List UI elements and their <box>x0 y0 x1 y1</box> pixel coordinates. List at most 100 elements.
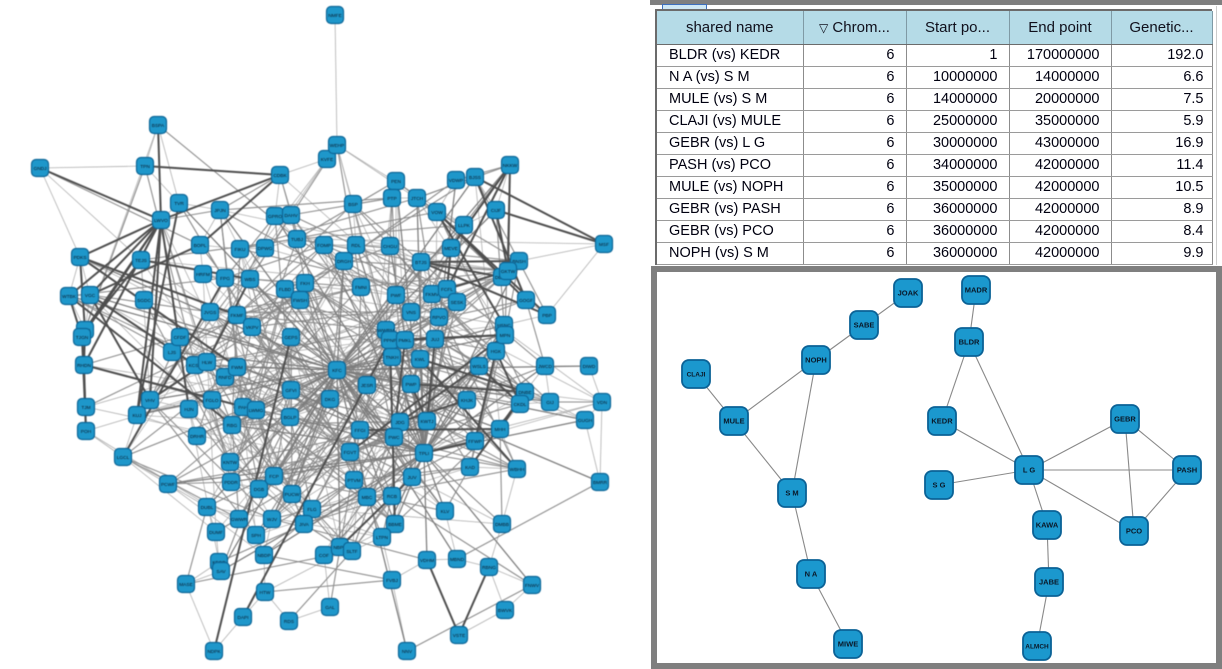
svg-text:KNTW: KNTW <box>223 460 238 466</box>
svg-text:JWCD: JWCD <box>538 364 552 370</box>
svg-text:PBP: PBP <box>542 313 552 319</box>
svg-text:PTVM: PTVM <box>347 478 360 484</box>
svg-text:BMRR: BMRR <box>593 480 608 486</box>
svg-text:VOW: VOW <box>431 210 443 216</box>
svg-text:MPN: MPN <box>500 333 511 339</box>
svg-text:MASE: MASE <box>179 582 193 588</box>
svg-text:VKPV: VKPV <box>246 325 260 331</box>
svg-text:VDHM: VDHM <box>420 558 434 564</box>
svg-text:POH: POH <box>81 429 92 435</box>
svg-text:JABE: JABE <box>1039 578 1059 587</box>
svg-text:CFDF: CFDF <box>174 335 187 341</box>
svg-text:GKTW: GKTW <box>501 269 516 275</box>
svg-text:VHV: VHV <box>145 398 156 404</box>
svg-text:BTJS: BTJS <box>415 260 427 266</box>
svg-text:MBC: MBC <box>362 495 373 501</box>
svg-text:PCWF: PCWF <box>161 482 175 488</box>
svg-text:DPWG: DPWG <box>258 246 273 252</box>
svg-text:PMKL: PMKL <box>398 338 411 344</box>
svg-text:KCST: KCST <box>189 363 202 369</box>
svg-text:NDPK: NDPK <box>207 649 221 655</box>
svg-text:MADR: MADR <box>965 286 988 295</box>
svg-text:RDS: RDS <box>284 619 294 625</box>
svg-text:NOPH: NOPH <box>805 356 827 365</box>
svg-text:RHDN: RHDN <box>77 363 91 369</box>
svg-text:TJM: TJM <box>81 405 90 411</box>
svg-text:GUGH: GUGH <box>578 418 593 424</box>
svg-text:DRHR: DRHR <box>190 434 204 440</box>
svg-text:VDWP: VDWP <box>449 178 463 184</box>
svg-text:FKMV: FKMV <box>425 292 439 298</box>
svg-text:GEBR: GEBR <box>1114 415 1136 424</box>
svg-text:GIJ: GIJ <box>546 400 554 406</box>
svg-text:TUBJ: TUBJ <box>291 237 304 243</box>
svg-text:DIWD: DIWD <box>583 364 596 370</box>
svg-text:DAPI: DAPI <box>237 615 248 621</box>
svg-text:LJS: LJS <box>168 350 176 356</box>
svg-text:PWF: PWF <box>391 293 402 299</box>
svg-text:KWL: KWL <box>415 357 426 363</box>
svg-text:TPLI: TPLI <box>419 451 429 457</box>
svg-text:WBS: WBS <box>245 277 256 283</box>
svg-text:JTCH: JTCH <box>411 196 424 202</box>
svg-text:JPJN: JPJN <box>214 208 226 214</box>
svg-text:RBG: RBG <box>227 423 238 429</box>
svg-text:BBME: BBME <box>388 522 402 528</box>
svg-text:COF: COF <box>319 553 329 559</box>
svg-text:TJGN: TJGN <box>76 335 89 341</box>
svg-text:LTPN: LTPN <box>376 535 388 541</box>
svg-text:FIKU: FIKU <box>235 247 246 253</box>
svg-text:PWP: PWP <box>406 382 417 388</box>
svg-text:JIVA: JIVA <box>299 522 310 528</box>
svg-text:WJV: WJV <box>267 517 278 523</box>
svg-text:FVBJ: FVBJ <box>386 578 398 584</box>
svg-text:BOPL: BOPL <box>194 243 207 249</box>
svg-text:MIWE: MIWE <box>838 640 858 649</box>
svg-text:DGB: DGB <box>254 487 264 493</box>
svg-text:RBNG: RBNG <box>482 565 496 571</box>
svg-text:KAD: KAD <box>465 465 475 471</box>
svg-text:RCB: RCB <box>387 494 397 500</box>
svg-text:GOGF: GOGF <box>519 298 533 304</box>
svg-text:GPRO: GPRO <box>268 214 282 220</box>
svg-text:TEJS: TEJS <box>135 258 147 264</box>
svg-text:RDL: RDL <box>351 243 361 249</box>
svg-text:DNBE: DNBE <box>518 390 531 396</box>
svg-text:WEHP: WEHP <box>330 143 344 149</box>
svg-text:FOMP: FOMP <box>317 243 331 249</box>
svg-text:JVGS: JVGS <box>204 310 217 316</box>
svg-text:KHJK: KHJK <box>461 398 474 404</box>
svg-text:GNDJ: GNDJ <box>33 166 47 172</box>
svg-text:NNV: NNV <box>402 649 413 655</box>
svg-text:VDN: VDN <box>597 400 608 406</box>
svg-text:FNWV: FNWV <box>525 583 540 589</box>
svg-text:SESK: SESK <box>451 300 465 306</box>
svg-text:FGVT: FGVT <box>344 450 357 456</box>
svg-text:FKH: FKH <box>300 281 310 287</box>
svg-text:KLV: KLV <box>441 509 451 515</box>
svg-text:DRGH: DRGH <box>337 259 352 265</box>
svg-text:WSLS: WSLS <box>472 364 486 370</box>
svg-text:SLTF: SLTF <box>346 549 357 555</box>
svg-text:MULE: MULE <box>723 417 744 426</box>
svg-text:KWTJ: KWTJ <box>420 419 434 425</box>
svg-text:PWC: PWC <box>388 435 400 441</box>
svg-text:ALMCH: ALMCH <box>1025 644 1049 651</box>
svg-text:FLBD: FLBD <box>279 287 292 293</box>
svg-text:PEN: PEN <box>391 179 401 185</box>
svg-text:PAH: PAH <box>238 405 248 411</box>
svg-text:WBHH: WBHH <box>510 467 525 473</box>
svg-text:VGC: VGC <box>85 293 96 299</box>
svg-text:S M: S M <box>785 489 798 498</box>
svg-text:TNKH: TNKH <box>385 355 399 361</box>
svg-text:HTW: HTW <box>260 590 271 596</box>
svg-text:DKG: DKG <box>325 397 336 403</box>
svg-text:DAHV: DAHV <box>284 213 298 219</box>
svg-text:PASH: PASH <box>1177 466 1197 475</box>
svg-text:GEPS: GEPS <box>284 335 297 341</box>
svg-text:SAV: SAV <box>216 569 226 575</box>
svg-text:PCO: PCO <box>1126 527 1142 536</box>
svg-text:NKKW: NKKW <box>503 163 518 169</box>
svg-text:BLDR: BLDR <box>959 338 980 347</box>
svg-text:HLW: HLW <box>202 360 213 366</box>
